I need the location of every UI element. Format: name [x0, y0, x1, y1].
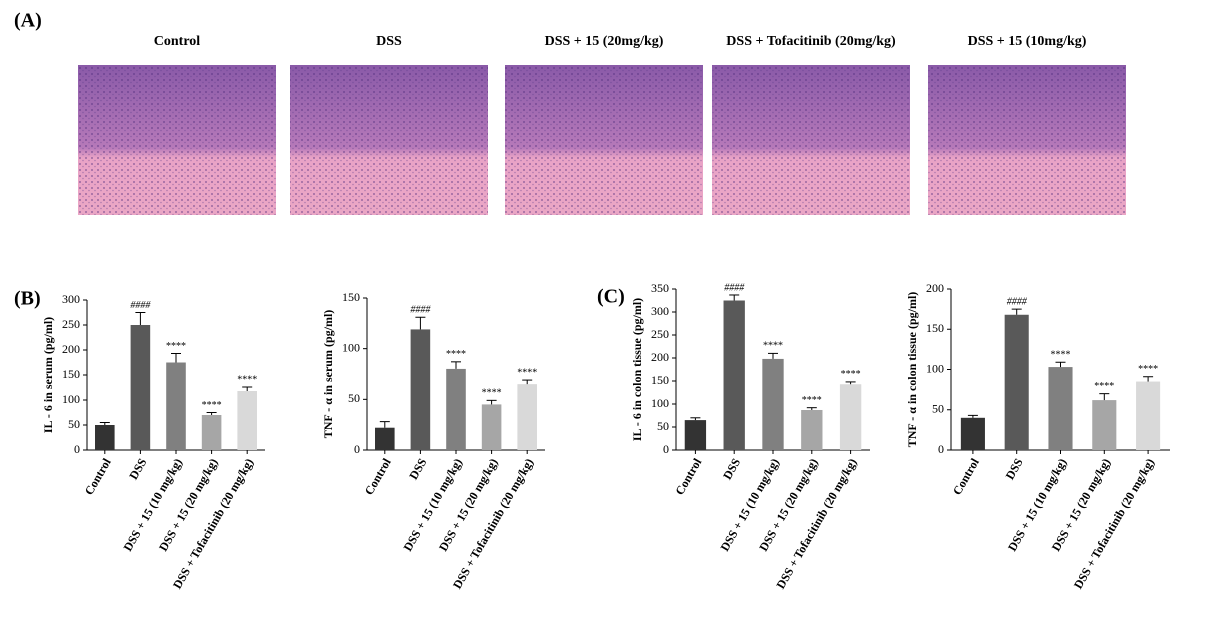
y-tick-label: 50 — [348, 391, 360, 405]
bar — [1004, 314, 1029, 450]
x-tick-label: DSS + Tofacitinib (20 mg/kg) — [1071, 456, 1157, 591]
y-tick-label: 300 — [62, 292, 80, 306]
bar — [762, 358, 784, 450]
y-axis-label: TNF - α in colon tissue (pg/ml) — [905, 292, 919, 448]
significance-label: **** — [482, 388, 502, 399]
bar — [130, 325, 151, 450]
y-tick-label: 150 — [926, 321, 944, 335]
y-tick-label: 200 — [62, 342, 80, 356]
y-tick-label: 100 — [342, 340, 360, 354]
histology-texture — [505, 65, 703, 215]
significance-label: **** — [763, 341, 783, 352]
image-title: DSS + 15 (10mg/kg) — [968, 34, 1087, 49]
y-tick-label: 200 — [651, 350, 669, 364]
x-tick-label: DSS — [720, 456, 743, 482]
y-tick-label: 250 — [62, 317, 80, 331]
bar — [237, 391, 257, 450]
x-tick-label: DSS — [126, 456, 149, 482]
y-tick-label: 0 — [938, 442, 944, 456]
significance-label: **** — [841, 369, 861, 380]
bar — [1048, 367, 1073, 450]
x-tick-label: DSS — [1003, 456, 1026, 482]
significance-label: **** — [517, 367, 537, 378]
x-tick-label: Control — [672, 455, 704, 497]
bar — [410, 329, 431, 450]
bar — [723, 300, 745, 450]
x-tick-label: DSS — [406, 456, 429, 482]
histology-texture — [78, 65, 276, 215]
image-title: Control — [154, 34, 201, 49]
significance-label: **** — [802, 395, 822, 406]
panel-label: (C) — [597, 286, 625, 308]
bar — [517, 384, 537, 450]
image-title: DSS + 15 (20mg/kg) — [545, 34, 664, 49]
significance-label: #### — [130, 300, 151, 311]
image-title: DSS — [376, 34, 402, 49]
y-tick-label: 350 — [651, 281, 669, 295]
bar — [1136, 381, 1161, 450]
significance-label: **** — [1094, 381, 1114, 392]
y-tick-label: 100 — [651, 396, 669, 410]
significance-label: #### — [724, 282, 745, 293]
y-tick-label: 50 — [68, 417, 80, 431]
bar — [839, 384, 862, 450]
bar — [1092, 400, 1117, 450]
bar — [481, 404, 502, 450]
y-tick-label: 0 — [354, 442, 360, 456]
y-tick-label: 150 — [651, 373, 669, 387]
y-axis-label: IL - 6 in colon tissue (pg/ml) — [630, 298, 644, 441]
y-tick-label: 50 — [932, 402, 944, 416]
histology-texture — [290, 65, 488, 215]
y-tick-label: 0 — [74, 442, 80, 456]
y-tick-label: 150 — [342, 290, 360, 304]
significance-label: **** — [166, 341, 186, 352]
panel-label: (B) — [14, 288, 41, 310]
x-tick-label: Control — [362, 455, 394, 497]
bar — [684, 420, 707, 450]
y-tick-label: 150 — [62, 367, 80, 381]
x-tick-label: Control — [950, 455, 982, 497]
histology-texture — [928, 65, 1126, 215]
bar — [446, 368, 466, 450]
significance-label: **** — [202, 400, 222, 411]
significance-label: **** — [446, 349, 466, 360]
y-tick-label: 100 — [926, 361, 944, 375]
histology-texture — [712, 65, 910, 215]
x-tick-label: DSS + Tofacitinib (20 mg/kg) — [773, 456, 859, 591]
bar — [95, 425, 115, 450]
y-tick-label: 50 — [657, 419, 669, 433]
x-tick-label: Control — [82, 455, 114, 497]
bar — [960, 417, 985, 450]
panel-label: (A) — [14, 10, 42, 32]
bar — [801, 409, 823, 450]
y-tick-label: 300 — [651, 304, 669, 318]
bar — [375, 427, 395, 450]
y-tick-label: 100 — [62, 392, 80, 406]
significance-label: **** — [1051, 350, 1071, 361]
y-axis-label: TNF - α in serum (pg/ml) — [321, 310, 335, 439]
significance-label: **** — [1138, 364, 1158, 375]
significance-label: **** — [237, 374, 257, 385]
bar — [166, 362, 186, 450]
significance-label: #### — [1007, 296, 1028, 307]
y-axis-label: IL - 6 in serum (pg/ml) — [41, 317, 55, 433]
image-title: DSS + Tofacitinib (20mg/kg) — [726, 34, 896, 49]
y-tick-label: 250 — [651, 327, 669, 341]
bar — [201, 415, 222, 450]
y-tick-label: 0 — [663, 442, 669, 456]
y-tick-label: 200 — [926, 281, 944, 295]
significance-label: #### — [410, 305, 431, 316]
